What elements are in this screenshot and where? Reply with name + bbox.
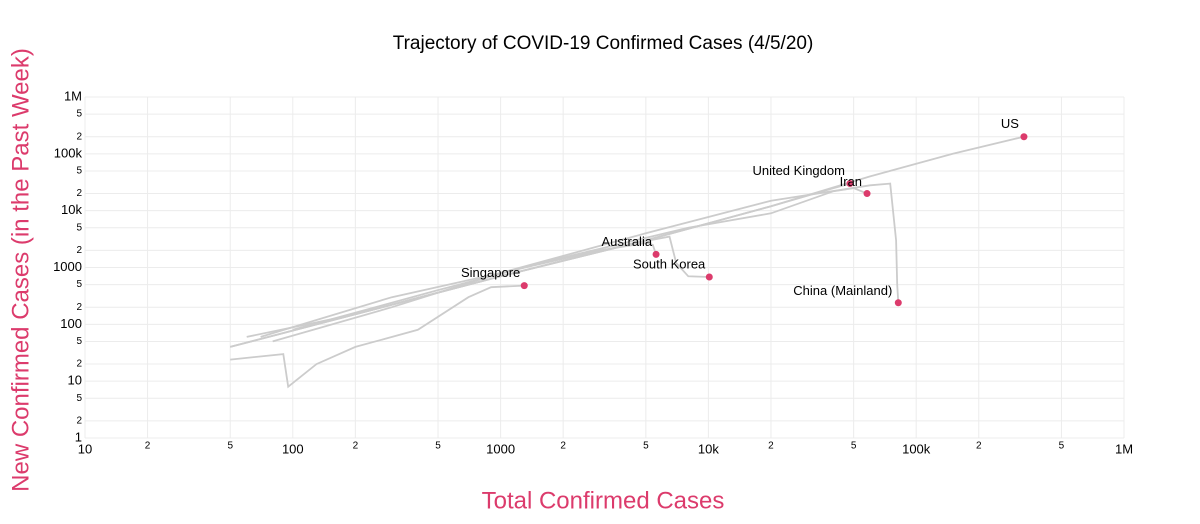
end-point xyxy=(520,282,528,290)
y-tick-label: 1 xyxy=(75,429,82,444)
y-tick-label: 100 xyxy=(60,316,82,331)
country-label: South Korea xyxy=(633,256,706,271)
chart-title: Trajectory of COVID-19 Confirmed Cases (… xyxy=(393,33,814,54)
x-tick-label: 5 xyxy=(643,441,649,452)
y-tick-label: 2 xyxy=(76,131,82,142)
trajectory-line xyxy=(229,235,710,348)
x-tick-label: 100k xyxy=(902,441,931,456)
end-point xyxy=(1020,133,1028,141)
x-axis-title: Total Confirmed Cases xyxy=(482,487,725,514)
x-tick-label: 5 xyxy=(1059,441,1065,452)
x-tick-label: 100 xyxy=(282,441,304,456)
x-tick-label: 2 xyxy=(353,441,359,452)
end-point xyxy=(894,299,902,307)
y-tick-label: 2 xyxy=(76,416,82,427)
y-tick-label: 5 xyxy=(76,336,82,347)
x-tick-label: 5 xyxy=(227,441,233,452)
y-tick-label: 5 xyxy=(76,109,82,120)
y-tick-label: 1000 xyxy=(53,259,82,274)
country-label: China (Mainland) xyxy=(793,283,892,298)
end-point xyxy=(846,180,854,188)
country-label: Singapore xyxy=(461,265,520,280)
country-label: Australia xyxy=(601,234,652,249)
y-axis-title: New Confirmed Cases (in the Past Week) xyxy=(7,48,34,492)
y-tick-label: 100k xyxy=(54,145,83,160)
y-tick-label: 5 xyxy=(76,166,82,177)
x-tick-label: 2 xyxy=(560,441,566,452)
trajectory-line xyxy=(272,182,900,343)
x-tick-label: 1000 xyxy=(486,441,515,456)
y-tick-label: 5 xyxy=(76,279,82,290)
country-label: United Kingdom xyxy=(752,163,845,178)
x-tick-label: 2 xyxy=(768,441,774,452)
y-tick-label: 2 xyxy=(76,188,82,199)
x-tick-label: 2 xyxy=(145,441,151,452)
y-tick-label: 10 xyxy=(68,373,82,388)
end-point xyxy=(705,273,713,281)
x-tick-label: 1M xyxy=(1115,441,1133,456)
y-tick-label: 1M xyxy=(64,88,82,103)
y-tick-label: 10k xyxy=(61,202,82,217)
y-tick-label: 5 xyxy=(76,222,82,233)
country-label: US xyxy=(1001,116,1019,131)
y-tick-label: 5 xyxy=(76,393,82,404)
y-tick-label: 2 xyxy=(76,359,82,370)
trajectory-line xyxy=(260,242,657,338)
y-tick-label: 2 xyxy=(76,245,82,256)
x-tick-label: 10k xyxy=(698,441,719,456)
y-tick-label: 2 xyxy=(76,302,82,313)
end-point xyxy=(863,190,871,198)
trajectory-line xyxy=(230,284,525,389)
x-tick-label: 5 xyxy=(851,441,857,452)
country-label: Iran xyxy=(840,174,862,189)
end-point xyxy=(652,250,660,258)
x-tick-label: 5 xyxy=(435,441,441,452)
x-tick-label: 2 xyxy=(976,441,982,452)
x-tick-label: 10 xyxy=(78,441,92,456)
